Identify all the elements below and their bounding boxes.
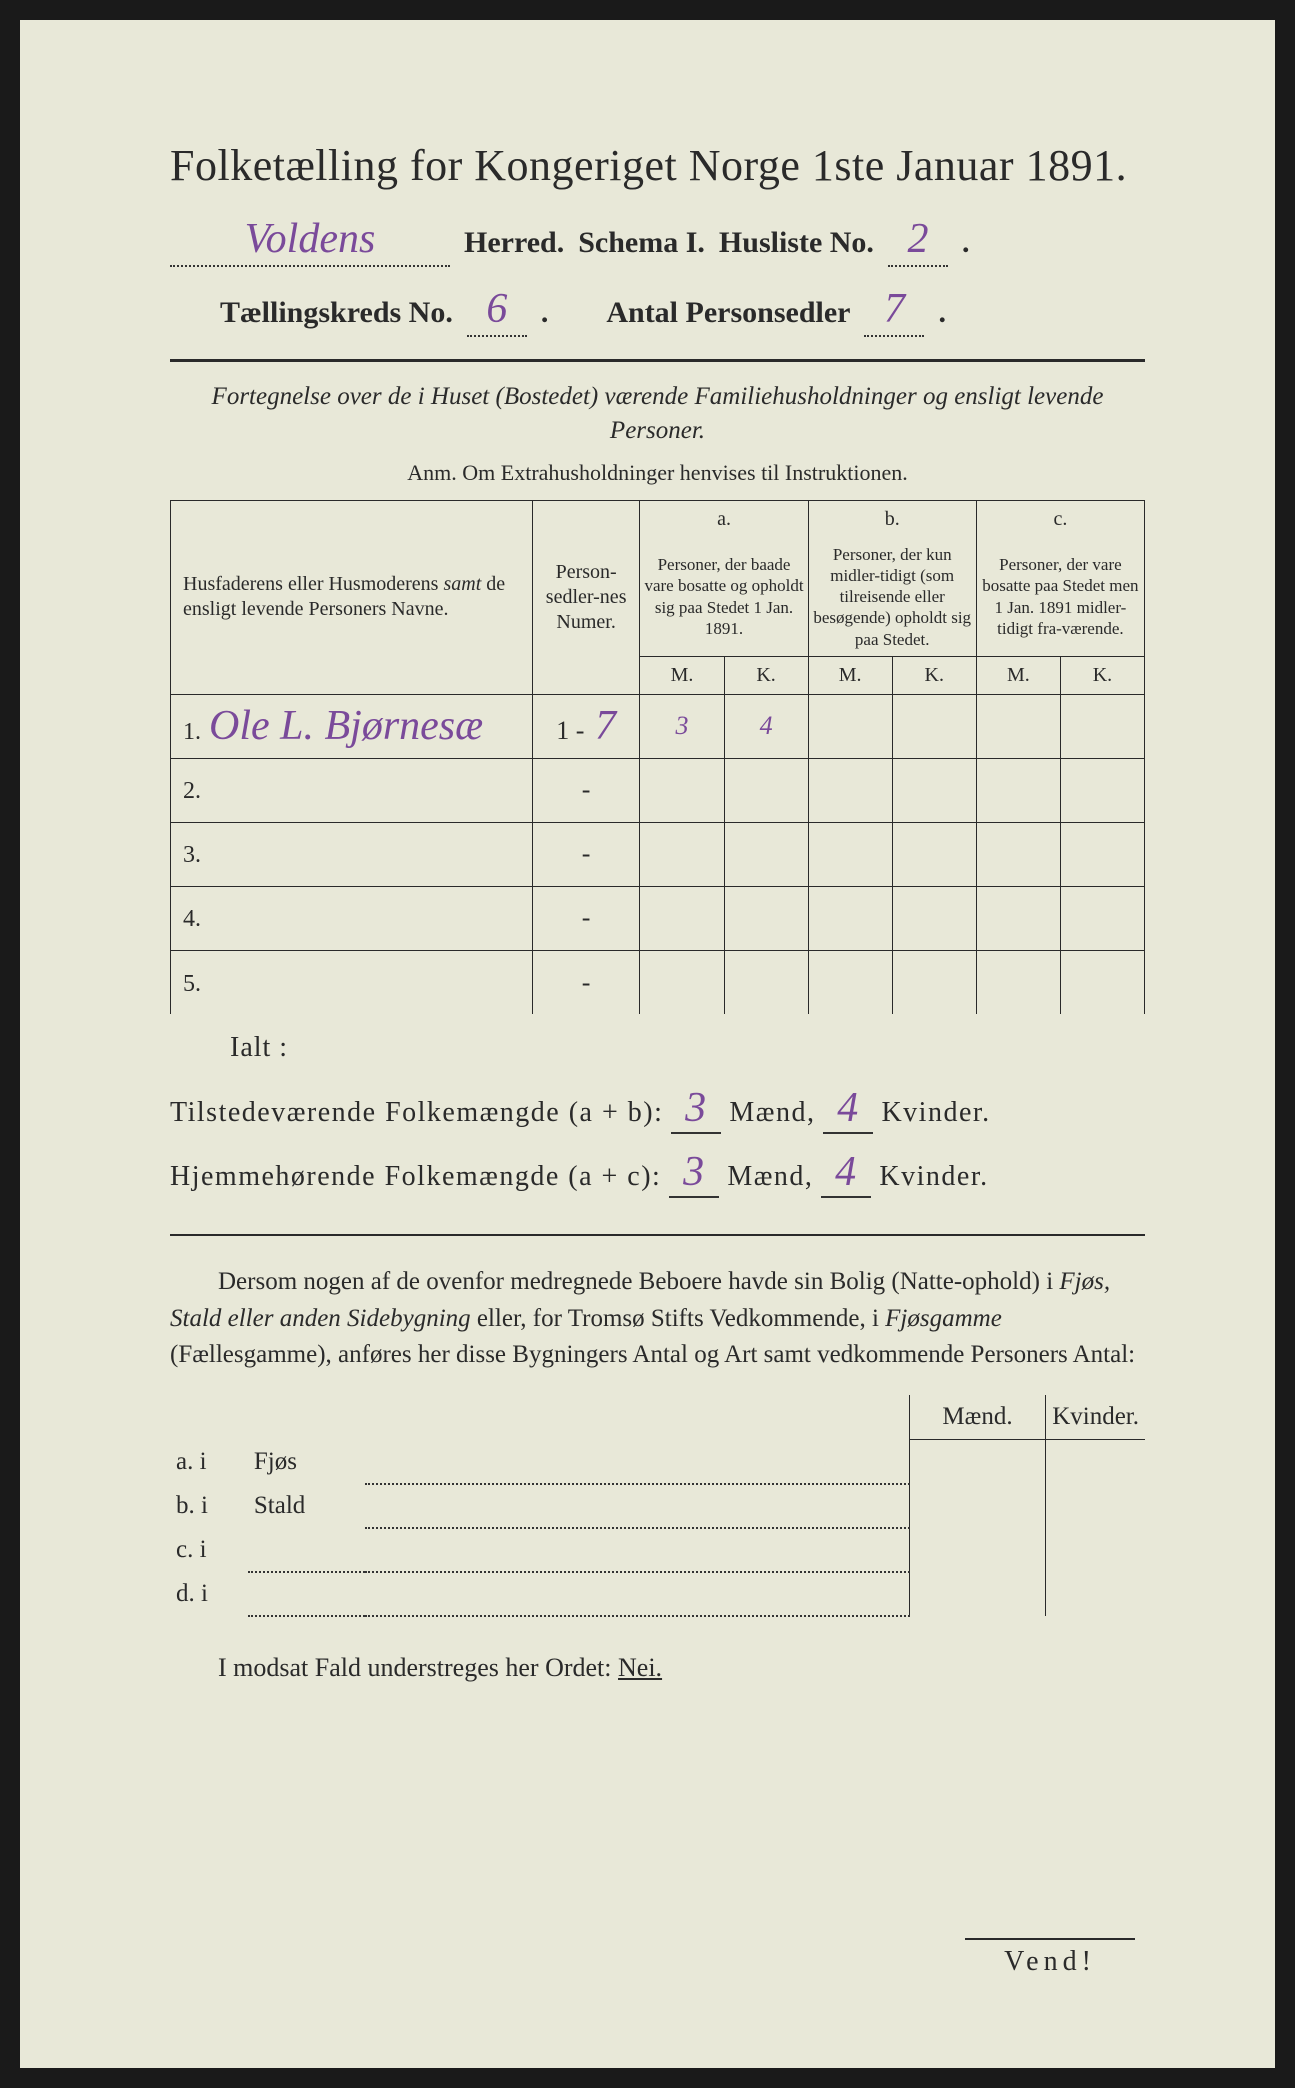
period3: . — [938, 296, 946, 330]
col-name-header: Husfaderens eller Husmoderens samt de en… — [171, 500, 533, 694]
hjemme-label: Hjemmehørende Folkemængde (a + c): — [170, 1161, 661, 1193]
totals-line-2: Hjemmehørende Folkemængde (a + c): 3 Mæn… — [170, 1148, 1145, 1198]
husliste-label: Husliste No. — [719, 226, 874, 260]
maend-label-2: Mænd, — [727, 1161, 813, 1193]
herred-value: Voldens — [170, 215, 450, 267]
tilstede-k: 4 — [823, 1084, 873, 1134]
page-title: Folketælling for Kongeriget Norge 1ste J… — [170, 140, 1145, 191]
table-row: 2. - — [171, 758, 1145, 822]
nei-word: Nei. — [618, 1653, 662, 1682]
herred-label: Herred. — [464, 226, 564, 260]
col-bm: M. — [808, 656, 892, 694]
row1-am: 3 — [640, 694, 724, 758]
col-b-desc: Personer, der kun midler-tidigt (som til… — [808, 538, 976, 657]
row1-name: Ole L. Bjørnesæ — [209, 703, 483, 749]
table-row: 4. - — [171, 886, 1145, 950]
kvinder-label: Kvinder. — [881, 1097, 990, 1129]
bldg-row: c. i — [170, 1528, 1145, 1572]
bldg-row: d. i — [170, 1572, 1145, 1616]
anm-note: Anm. Om Extrahusholdninger henvises til … — [170, 460, 1145, 486]
husliste-value: 2 — [888, 215, 948, 267]
period: . — [962, 226, 970, 260]
bldg-kvinder-header: Kvinder. — [1046, 1395, 1145, 1440]
schema-label: Schema I. — [578, 226, 705, 260]
building-paragraph: Dersom nogen af de ovenfor medregnede Be… — [170, 1264, 1145, 1373]
bldg-row: a. i Fjøs — [170, 1440, 1145, 1484]
col-a-desc: Personer, der baade vare bosatte og opho… — [640, 538, 808, 657]
row1-ak: 4 — [724, 694, 808, 758]
row1-bm — [808, 694, 892, 758]
header-line-2: Tællingskreds No. 6 . Antal Personsedler… — [220, 285, 1145, 337]
nei-prefix: I modsat Fald understreges her Ordet: — [218, 1653, 618, 1682]
tilstede-label: Tilstedeværende Folkemængde (a + b): — [170, 1097, 663, 1129]
col-bk: K. — [892, 656, 976, 694]
divider-2 — [170, 1234, 1145, 1236]
col-cm: M. — [976, 656, 1060, 694]
col-a-label: a. — [640, 500, 808, 538]
nei-line: I modsat Fald understreges her Ordet: Ne… — [218, 1653, 1145, 1683]
tilstede-m: 3 — [671, 1084, 721, 1134]
col-ck: K. — [1060, 656, 1144, 694]
col-b-label: b. — [808, 500, 976, 538]
row1-bk — [892, 694, 976, 758]
row1-cm — [976, 694, 1060, 758]
col-am: M. — [640, 656, 724, 694]
hjemme-k: 4 — [821, 1148, 871, 1198]
table-row: 3. - — [171, 822, 1145, 886]
col-c-label: c. — [976, 500, 1144, 538]
header-line-1: Voldens Herred. Schema I. Husliste No. 2… — [170, 215, 1145, 267]
table-row: 5. - — [171, 950, 1145, 1014]
household-table: Husfaderens eller Husmoderens samt de en… — [170, 500, 1145, 1015]
totals-line-1: Tilstedeværende Folkemængde (a + b): 3 M… — [170, 1084, 1145, 1134]
vend-label: Vend! — [965, 1938, 1135, 1978]
census-form-page: Folketælling for Kongeriget Norge 1ste J… — [20, 20, 1275, 2068]
subtitle: Fortegnelse over de i Huset (Bostedet) v… — [170, 380, 1145, 448]
bldg-row: b. i Stald — [170, 1484, 1145, 1528]
building-table: Mænd. Kvinder. a. i Fjøs b. i Stald c. i… — [170, 1395, 1145, 1617]
row1-ck — [1060, 694, 1144, 758]
bldg-maend-header: Mænd. — [909, 1395, 1045, 1440]
antal-label: Antal Personsedler — [606, 296, 850, 330]
kreds-label: Tællingskreds No. — [220, 296, 453, 330]
col-c-desc: Personer, der vare bosatte paa Stedet me… — [976, 538, 1144, 657]
period2: . — [541, 296, 549, 330]
kvinder-label-2: Kvinder. — [879, 1161, 988, 1193]
col-num-header: Person-sedler-nes Numer. — [532, 500, 640, 694]
hjemme-m: 3 — [669, 1148, 719, 1198]
col-ak: K. — [724, 656, 808, 694]
row1-num: 7 — [584, 703, 616, 749]
kreds-value: 6 — [467, 285, 527, 337]
divider-1 — [170, 359, 1145, 362]
maend-label: Mænd, — [729, 1097, 815, 1129]
table-row: 1.Ole L. Bjørnesæ 1 - 7 3 4 — [171, 694, 1145, 758]
antal-value: 7 — [864, 285, 924, 337]
ialt-label: Ialt : — [230, 1032, 1145, 1064]
